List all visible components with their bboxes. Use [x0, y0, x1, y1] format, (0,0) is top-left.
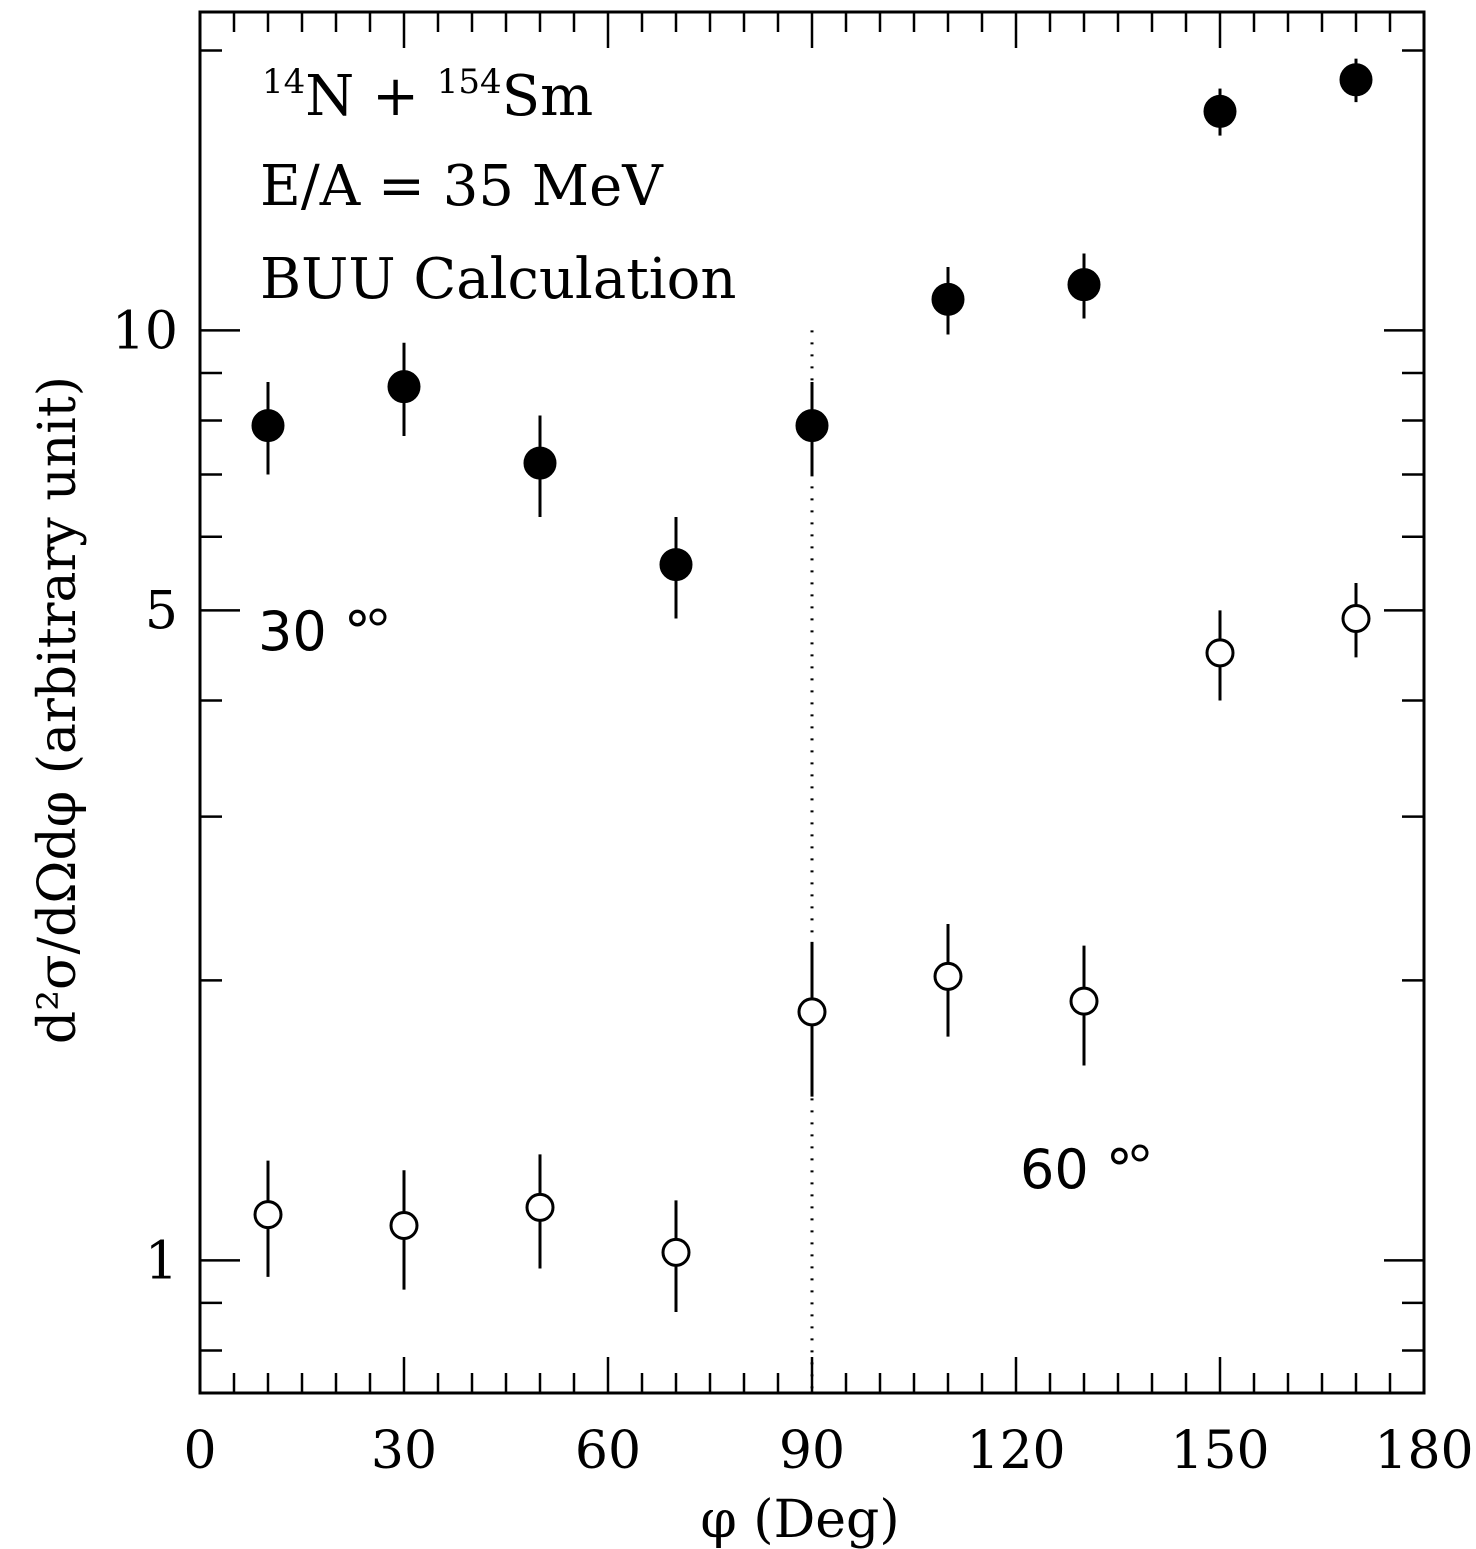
data-point-30deg — [1339, 63, 1373, 97]
y-tick-label: 5 — [145, 581, 178, 641]
x-tick-label: 180 — [1374, 1421, 1473, 1481]
data-point-60deg — [1341, 604, 1371, 634]
data-point-30deg — [1067, 268, 1101, 302]
x-tick-label: 150 — [1170, 1421, 1269, 1481]
degree-mark-30 — [369, 608, 387, 626]
x-tick-label: 30 — [371, 1421, 437, 1481]
data-point-60deg — [525, 1192, 555, 1222]
series-label-60deg: 60 ° — [1020, 1138, 1133, 1201]
y-tick-label: 10 — [112, 301, 178, 361]
annotation-method: BUU Calculation — [260, 247, 736, 312]
data-point-30deg — [1203, 94, 1237, 128]
degree-mark-60 — [1131, 1144, 1149, 1162]
tick-labels: 0 30 60 90 120 150 180 1 5 10 — [112, 301, 1474, 1481]
data-points — [251, 58, 1373, 1312]
data-point-60deg — [389, 1211, 419, 1241]
data-point-60deg — [1069, 986, 1099, 1016]
x-tick-label: 90 — [779, 1421, 845, 1481]
y-tick-label: 1 — [145, 1231, 178, 1291]
data-point-60deg — [1205, 638, 1235, 668]
data-point-30deg — [251, 409, 285, 443]
series-label-30deg: 30 ° — [258, 600, 371, 663]
data-point-60deg — [253, 1200, 283, 1230]
data-point-60deg — [797, 997, 827, 1027]
data-point-30deg — [659, 548, 693, 582]
axis-ticks — [200, 12, 1424, 1393]
data-point-30deg — [387, 370, 421, 404]
data-point-30deg — [795, 409, 829, 443]
data-point-30deg — [523, 446, 557, 480]
annotation-energy: E/A = 35 MeV — [260, 154, 664, 219]
data-point-30deg — [931, 282, 965, 316]
y-axis-label: d²σ/dΩdφ (arbitrary unit) — [28, 376, 88, 1044]
annotation-reaction: 14N + 154Sm — [262, 62, 593, 129]
data-point-60deg — [661, 1237, 691, 1267]
x-axis-label: φ (Deg) — [700, 1490, 899, 1549]
x-tick-label: 0 — [183, 1421, 216, 1481]
x-tick-label: 60 — [575, 1421, 641, 1481]
x-tick-label: 120 — [966, 1421, 1065, 1481]
data-point-60deg — [933, 961, 963, 991]
